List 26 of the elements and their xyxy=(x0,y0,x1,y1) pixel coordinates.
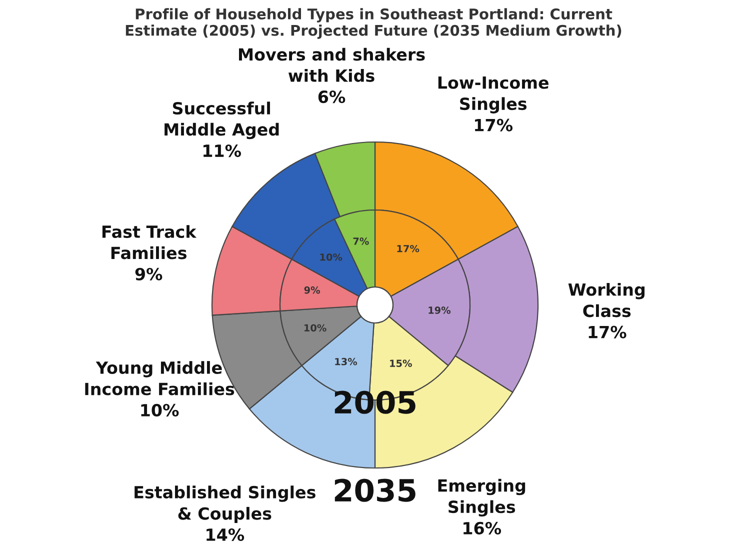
slice-label: Low-Income Singles xyxy=(438,76,549,114)
data-label: 13% xyxy=(335,358,358,366)
data-label: 6% xyxy=(318,90,346,104)
slice-label: Young Middle Income Families xyxy=(85,361,234,396)
slice-label: Movers and shakers with Kids xyxy=(239,48,425,82)
data-label: 17% xyxy=(397,244,420,252)
data-label: 7% xyxy=(353,238,369,245)
data-label: 17% xyxy=(475,118,513,132)
data-label: 10% xyxy=(141,404,179,416)
data-label: 17% xyxy=(588,326,626,338)
data-label: 16% xyxy=(464,522,502,534)
data-label: 11% xyxy=(204,144,241,158)
slice-label: Successful Middle Aged xyxy=(164,102,279,140)
data-label: 9% xyxy=(135,268,162,280)
chart-title: Profile of Household Types in Southeast Portland: Current Estimate (2005) vs. Projected Future (2035 Medium Growth) xyxy=(126,8,622,39)
data-label: 10% xyxy=(320,253,342,261)
slice-label: 2035 xyxy=(334,478,416,502)
data-label: 14% xyxy=(206,528,244,542)
slice-label: Working Class xyxy=(568,282,645,318)
data-label: 10% xyxy=(304,324,326,332)
data-label: 15% xyxy=(390,360,412,368)
data-label: 19% xyxy=(428,306,451,314)
slice-label: Fast Track Families xyxy=(102,225,197,260)
slice-label: Emerging Singles xyxy=(438,478,526,516)
data-label: 9% xyxy=(304,286,320,294)
slice-label: Established Singles & Couples xyxy=(134,486,316,524)
